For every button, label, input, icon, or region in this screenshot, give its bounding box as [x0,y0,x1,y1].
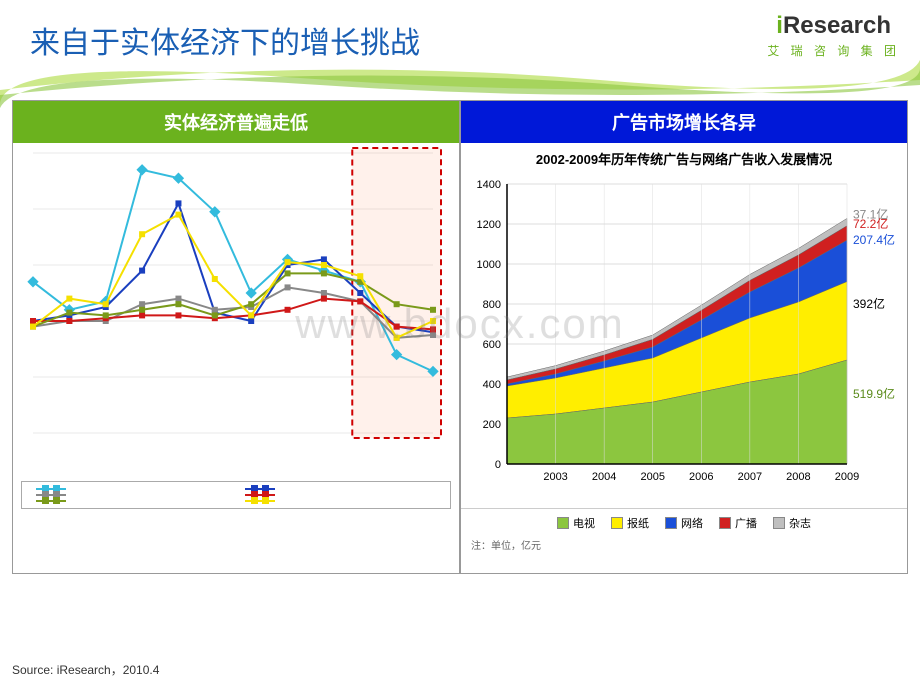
logo-text: iResearch [767,12,900,40]
svg-text:1400: 1400 [477,179,501,191]
left-legend [21,481,451,509]
legend-item: 电视 [557,515,595,531]
svg-text:2008: 2008 [786,471,810,483]
legend-label: 网络 [681,515,703,531]
svg-text:400: 400 [483,379,501,391]
svg-text:1000: 1000 [477,259,501,271]
svg-text:2007: 2007 [738,471,762,483]
legend-item: 广播 [719,515,757,531]
legend-item: 网络 [665,515,703,531]
left-panel: 实体经济普遍走低 [12,100,460,574]
legend-label: 杂志 [789,515,811,531]
right-chart-area: 2002-2009年历年传统广告与网络广告收入发展情况 0 200 400 600 80… [461,143,907,573]
svg-text:207.4亿: 207.4亿 [853,232,895,247]
svg-text:2003: 2003 [543,471,567,483]
legend-item [36,494,225,496]
legend-label: 报纸 [627,515,649,531]
legend-label: 广播 [735,515,757,531]
legend-item: 报纸 [611,515,649,531]
svg-text:72.2亿: 72.2亿 [853,216,888,231]
svg-text:600: 600 [483,339,501,351]
svg-text:2009: 2009 [835,471,859,483]
legend-swatch [719,517,731,529]
svg-text:800: 800 [483,299,501,311]
legend-swatch [773,517,785,529]
svg-text:2005: 2005 [640,471,664,483]
area-chart: 0 200 400 600 800 1000 1200 1400 2003 2004 2005 200… [461,174,901,504]
svg-text:0: 0 [495,459,501,471]
svg-text:1200: 1200 [477,219,501,231]
right-panel: 广告市场增长各异 2002-2009年历年传统广告与网络广告收入发展情况 020… [460,100,908,574]
legend-swatch [665,517,677,529]
legend-item [245,494,434,496]
right-legend: 电视 报纸 网络 广播 杂志 [461,508,907,537]
svg-text:2004: 2004 [592,471,616,483]
legend-item: 杂志 [773,515,811,531]
right-note: 注：单位，亿元 [461,537,907,552]
legend-item [36,500,225,502]
legend-item [36,488,225,490]
svg-text:2006: 2006 [689,471,713,483]
source-text: Source: iResearch，2010.4 [12,661,159,678]
line-chart [13,143,453,473]
left-panel-header: 实体经济普遍走低 [13,101,459,143]
right-chart-title: 2002-2009年历年传统广告与网络广告收入发展情况 [461,143,907,174]
legend-swatch [611,517,623,529]
left-chart-area [13,143,459,573]
legend-item [245,488,434,490]
svg-text:519.9亿: 519.9亿 [853,386,895,401]
svg-text:200: 200 [483,419,501,431]
svg-text:392亿: 392亿 [853,296,885,311]
right-panel-header: 广告市场增长各异 [461,101,907,143]
legend-label: 电视 [573,515,595,531]
legend-item [245,500,434,502]
panels-container: 实体经济普遍走低 广告市场增长各异 2002-2009年历年传统广告与网络广告收… [12,100,908,574]
legend-swatch [557,517,569,529]
header: 来自于实体经济下的增长挑战 iResearch 艾 瑞 咨 询 集 团 [0,0,920,100]
